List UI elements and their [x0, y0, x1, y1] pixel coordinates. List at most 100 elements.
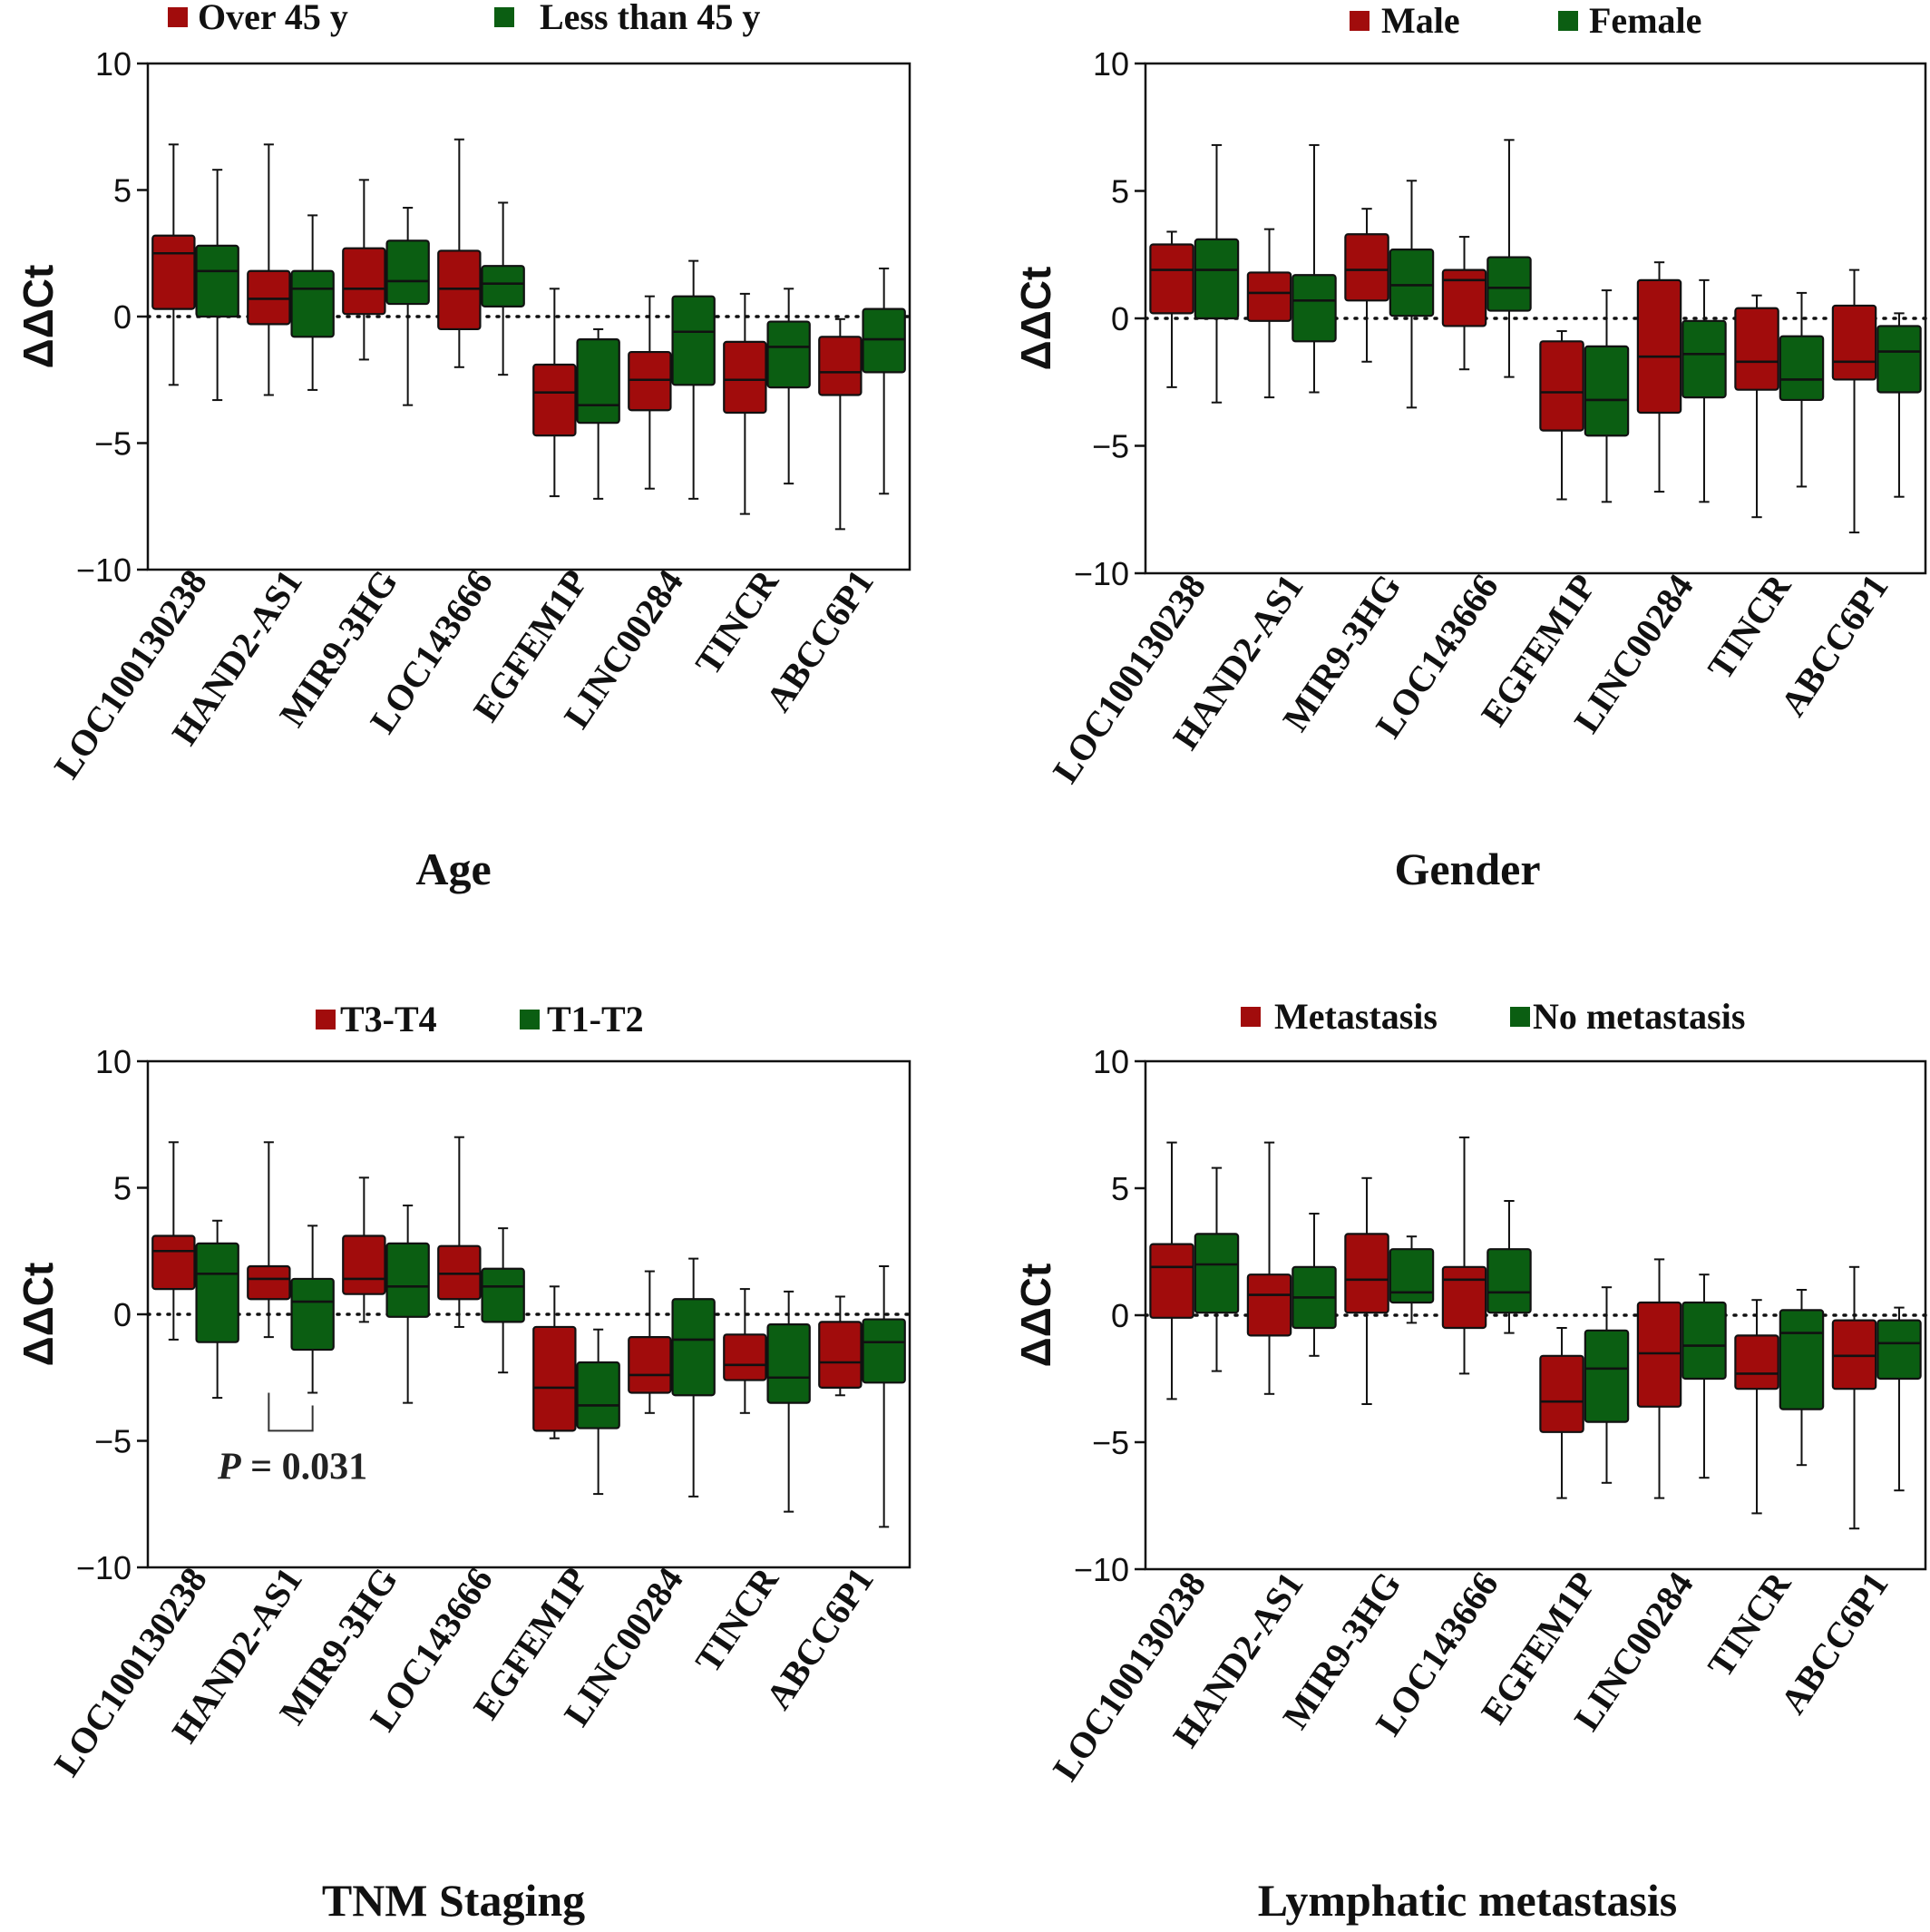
x-category-label: LOC100130238: [1045, 1565, 1214, 1788]
box-iqr: [481, 265, 525, 307]
p-value-annotation: P = 0.031: [217, 1446, 367, 1488]
box-iqr: [247, 1264, 291, 1301]
box-EGFEM1P-1: [1539, 330, 1584, 501]
box-LOC143666-2: [1486, 1200, 1532, 1334]
box-LOC100130238-1: [1149, 230, 1194, 388]
box-HAND2-AS1-2: [1292, 143, 1337, 394]
box-ABCC6P1-2: [862, 267, 906, 495]
box-iqr: [1636, 278, 1682, 415]
box-iqr: [766, 320, 811, 389]
y-tick-label: 10: [1093, 45, 1129, 83]
box-iqr: [1876, 325, 1922, 394]
y-tick-label: 0: [1111, 1297, 1129, 1334]
box-LOC143666-1: [437, 138, 482, 368]
box-HAND2-AS1-2: [1292, 1213, 1337, 1357]
box-ABCC6P1-1: [1831, 268, 1877, 534]
box-iqr: [766, 1323, 811, 1404]
x-category-label: TINCR: [1700, 566, 1799, 687]
legend-label: T3-T4: [340, 999, 437, 1039]
legend-swatch: [1510, 1007, 1530, 1027]
box-iqr: [1779, 335, 1825, 402]
y-axis-label: ΔΔCt: [1012, 267, 1059, 371]
box-ABCC6P1-2: [862, 1264, 906, 1528]
chart-panel-1: 1050−5−10ΔΔCtLOC100130238HAND2-AS1MIR9-3…: [15, 0, 911, 894]
box-TINCR-2: [1779, 291, 1825, 488]
box-EGFEM1P-2: [576, 1328, 620, 1496]
legend-label: No metastasis: [1533, 996, 1745, 1037]
box-iqr: [1636, 1301, 1682, 1408]
box-LINC00284-2: [671, 259, 716, 500]
legend-label: Male: [1381, 0, 1460, 41]
legend-swatch: [494, 7, 514, 27]
box-LOC143666-1: [437, 1136, 482, 1328]
box-iqr: [290, 1277, 335, 1351]
y-tick-label: −5: [1092, 1424, 1129, 1461]
box-LINC00284-1: [1636, 1258, 1682, 1499]
y-tick-label: 10: [1093, 1043, 1129, 1080]
x-category-label: LOC100130238: [1045, 567, 1214, 790]
x-category-label: TINCR: [687, 561, 787, 682]
box-iqr: [723, 340, 767, 415]
box-HAND2-AS1-2: [290, 1225, 335, 1394]
box-HAND2-AS1-2: [290, 214, 335, 391]
y-tick-label: −10: [76, 1549, 132, 1586]
box-iqr: [1584, 345, 1630, 437]
box-HAND2-AS1-1: [247, 1141, 291, 1339]
p-label: P: [217, 1446, 241, 1488]
box-iqr: [1441, 1265, 1487, 1330]
y-tick-label: −10: [1074, 555, 1129, 592]
box-iqr: [862, 307, 906, 374]
y-tick-label: 5: [113, 1170, 132, 1207]
x-axis-title: Lymphatic metastasis: [1258, 1875, 1678, 1926]
box-iqr: [1389, 1248, 1435, 1304]
chart-panel-2: 1050−5−10ΔΔCtLOC100130238HAND2-AS1MIR9-3…: [1012, 0, 1927, 894]
legend-swatch: [1350, 11, 1370, 31]
box-iqr: [532, 363, 577, 437]
box-LOC100130238-2: [1194, 1166, 1240, 1372]
box-iqr: [151, 1234, 196, 1291]
y-tick-label: −5: [94, 425, 132, 463]
box-TINCR-2: [766, 1290, 811, 1513]
legend-swatch: [316, 1010, 336, 1029]
box-iqr: [1876, 1319, 1922, 1381]
box-iqr: [342, 247, 386, 316]
y-tick-label: −5: [1092, 428, 1129, 465]
box-MIR9-3HG-2: [385, 1205, 430, 1404]
box-ABCC6P1-1: [818, 317, 863, 531]
box-TINCR-1: [1734, 1299, 1779, 1515]
box-iqr: [151, 234, 196, 310]
box-EGFEM1P-2: [1584, 1286, 1630, 1484]
box-LOC143666-2: [481, 201, 525, 376]
box-iqr: [1441, 268, 1487, 327]
box-EGFEM1P-1: [532, 1285, 577, 1439]
box-iqr: [671, 1298, 716, 1397]
box-iqr: [723, 1333, 767, 1381]
box-iqr: [385, 1242, 430, 1318]
box-iqr: [385, 239, 430, 306]
box-EGFEM1P-2: [1584, 289, 1630, 503]
y-tick-label: 0: [1111, 300, 1129, 337]
box-MIR9-3HG-1: [1344, 1176, 1389, 1405]
box-LOC100130238-2: [1194, 143, 1240, 404]
x-category-label: LOC100130238: [46, 1560, 215, 1783]
box-MIR9-3HG-2: [1389, 1235, 1435, 1324]
y-axis-label: ΔΔCt: [15, 1263, 62, 1367]
legend-swatch: [168, 7, 188, 27]
box-iqr: [576, 338, 620, 424]
box-HAND2-AS1-1: [247, 143, 291, 396]
y-tick-label: 5: [1111, 173, 1129, 210]
box-iqr: [576, 1361, 620, 1429]
box-iqr: [437, 249, 482, 331]
y-tick-label: −10: [1074, 1551, 1129, 1588]
box-iqr: [1194, 238, 1240, 320]
x-category-label: TINCR: [687, 1559, 787, 1680]
x-category-label: TINCR: [1700, 1564, 1799, 1684]
legend-swatch: [520, 1010, 540, 1029]
box-LOC100130238-1: [151, 1141, 196, 1341]
legend-label: Metastasis: [1274, 996, 1438, 1037]
box-iqr: [195, 244, 239, 318]
legend-label: Over 45 y: [198, 0, 348, 37]
y-tick-label: 10: [95, 45, 132, 83]
legend-swatch: [1241, 1007, 1261, 1027]
